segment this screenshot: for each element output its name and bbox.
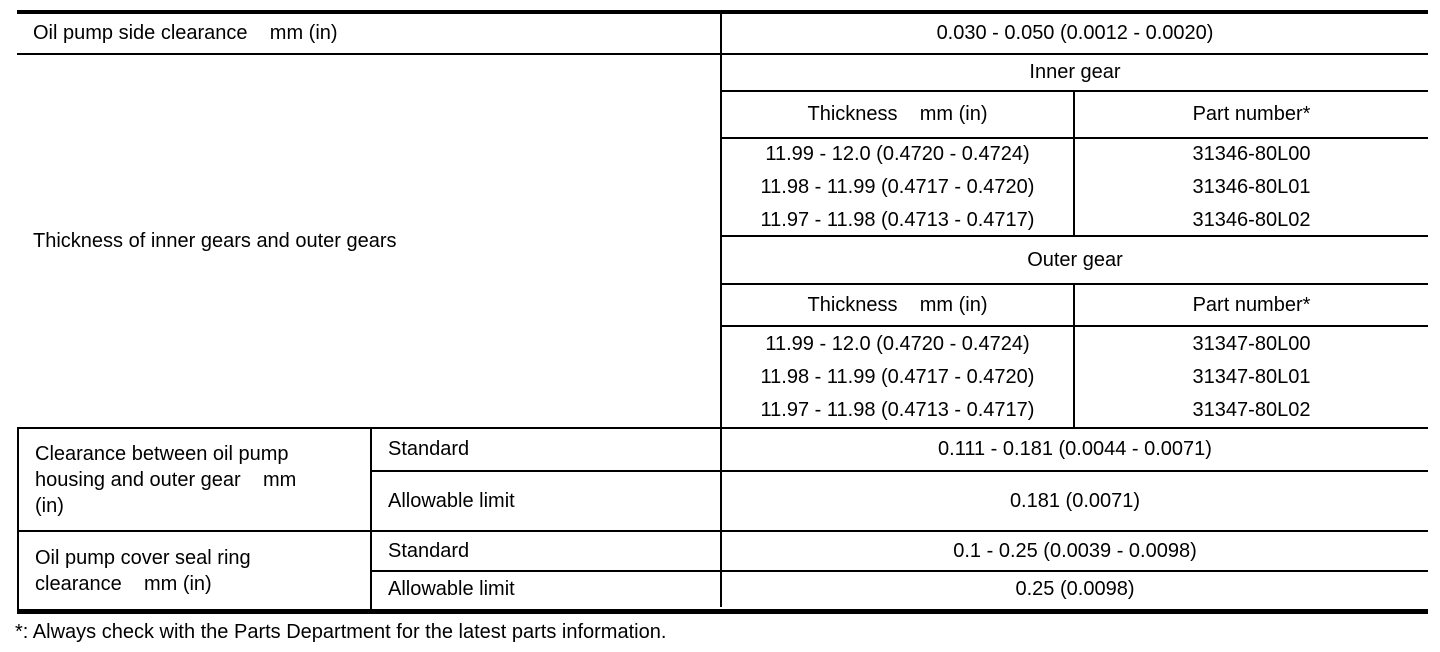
inner-gear-title: Inner gear <box>722 55 1428 92</box>
inner-thickness-value: 11.97 - 11.98 (0.4713 - 0.4717) <box>760 208 1035 231</box>
outer-thickness-column-header: Thickness mm (in) <box>722 285 1075 325</box>
outer-part-number-values: 31347-80L00 31347-80L01 31347-80L02 <box>1075 327 1428 427</box>
outer-thickness-value: 11.99 - 12.0 (0.4720 - 0.4724) <box>765 332 1030 355</box>
outer-thickness-values: 11.99 - 12.0 (0.4720 - 0.4724) 11.98 - 1… <box>722 327 1075 427</box>
gear-tables: Inner gear Thickness mm (in) Part number… <box>722 55 1428 427</box>
seal-standard-value: 0.1 - 0.25 (0.0039 - 0.0098) <box>953 539 1197 562</box>
seal-standard-label: Standard <box>372 532 722 570</box>
oil-pump-spec-table: Oil pump side clearance mm (in) 0.030 - … <box>17 10 1428 614</box>
inner-part-number-values: 31346-80L00 31346-80L01 31346-80L02 <box>1075 139 1428 235</box>
outer-gear-data-row: 11.99 - 12.0 (0.4720 - 0.4724) 11.98 - 1… <box>722 327 1428 427</box>
inner-part-number: 31346-80L01 <box>1192 175 1311 198</box>
inner-part-number: 31346-80L00 <box>1192 142 1311 165</box>
inner-part-number: 31346-80L02 <box>1192 208 1311 231</box>
housing-standard-row: Standard 0.111 - 0.181 (0.0044 - 0.0071) <box>372 429 1428 472</box>
housing-allowable-limit-value: 0.181 (0.0071) <box>1009 489 1141 512</box>
seal-ring-clearance-label: Oil pump cover seal ring clearance mm (i… <box>19 532 372 609</box>
side-clearance-value: 0.030 - 0.050 (0.0012 - 0.0020) <box>936 22 1214 44</box>
housing-allowable-limit-label: Allowable limit <box>372 472 722 530</box>
housing-allowable-limit-row: Allowable limit 0.181 (0.0071) <box>372 472 1428 530</box>
row-oil-pump-side-clearance: Oil pump side clearance mm (in) 0.030 - … <box>17 14 1428 55</box>
inner-thickness-column-header: Thickness mm (in) <box>722 92 1075 137</box>
gear-section-label: Thickness of inner gears and outer gears <box>17 55 722 427</box>
gear-thickness-section: Thickness of inner gears and outer gears… <box>17 55 1428 429</box>
inner-thickness-value: 11.98 - 11.99 (0.4717 - 0.4720) <box>760 175 1035 198</box>
housing-standard-value: 0.111 - 0.181 (0.0044 - 0.0071) <box>938 438 1212 460</box>
seal-allowable-limit-value: 0.25 (0.0098) <box>1015 578 1135 600</box>
inner-thickness-value: 11.99 - 12.0 (0.4720 - 0.4724) <box>765 142 1030 165</box>
outer-thickness-value: 11.97 - 11.98 (0.4713 - 0.4717) <box>760 398 1035 421</box>
housing-clearance-section: Clearance between oil pump housing and o… <box>17 429 1428 532</box>
housing-clearance-label: Clearance between oil pump housing and o… <box>19 429 372 530</box>
outer-part-number: 31347-80L02 <box>1192 398 1311 421</box>
side-clearance-label: Oil pump side clearance mm (in) <box>17 14 722 53</box>
housing-standard-label: Standard <box>372 429 722 470</box>
outer-gear-header-row: Thickness mm (in) Part number* <box>722 285 1428 327</box>
housing-clearance-rows: Standard 0.111 - 0.181 (0.0044 - 0.0071)… <box>372 429 1428 530</box>
inner-gear-header-row: Thickness mm (in) Part number* <box>722 92 1428 139</box>
outer-thickness-value: 11.98 - 11.99 (0.4717 - 0.4720) <box>760 365 1035 388</box>
seal-standard-row: Standard 0.1 - 0.25 (0.0039 - 0.0098) <box>372 532 1428 572</box>
inner-gear-data-row: 11.99 - 12.0 (0.4720 - 0.4724) 11.98 - 1… <box>722 139 1428 237</box>
outer-gear-title: Outer gear <box>722 237 1428 285</box>
parts-footnote: *: Always check with the Parts Departmen… <box>15 621 667 643</box>
inner-thickness-values: 11.99 - 12.0 (0.4720 - 0.4724) 11.98 - 1… <box>722 139 1075 235</box>
outer-part-number: 31347-80L01 <box>1192 365 1311 388</box>
inner-part-number-column-header: Part number* <box>1192 103 1311 125</box>
outer-part-number: 31347-80L00 <box>1192 332 1311 355</box>
seal-ring-clearance-rows: Standard 0.1 - 0.25 (0.0039 - 0.0098) Al… <box>372 532 1428 609</box>
seal-ring-clearance-section: Oil pump cover seal ring clearance mm (i… <box>17 532 1428 609</box>
seal-allowable-limit-label: Allowable limit <box>372 572 722 607</box>
seal-allowable-limit-row: Allowable limit 0.25 (0.0098) <box>372 572 1428 607</box>
outer-part-number-column-header: Part number* <box>1192 293 1311 316</box>
